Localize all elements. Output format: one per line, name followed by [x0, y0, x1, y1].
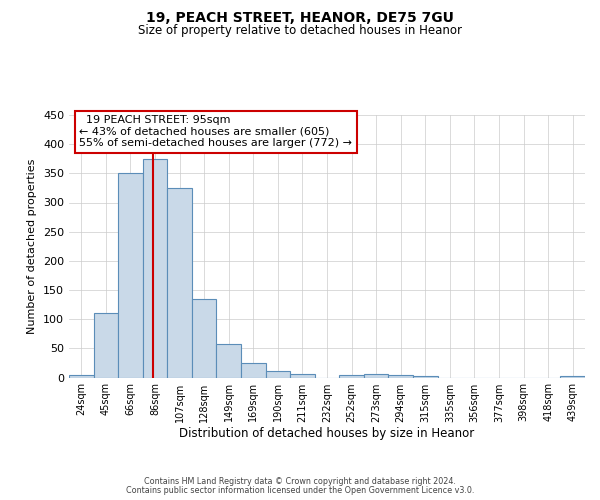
Bar [217, 344, 241, 378]
Text: Size of property relative to detached houses in Heanor: Size of property relative to detached ho… [138, 24, 462, 37]
Bar [388, 375, 413, 378]
Bar [94, 314, 118, 378]
Text: Contains HM Land Registry data © Crown copyright and database right 2024.: Contains HM Land Registry data © Crown c… [144, 477, 456, 486]
Text: 19 PEACH STREET: 95sqm
← 43% of detached houses are smaller (605)
55% of semi-de: 19 PEACH STREET: 95sqm ← 43% of detached… [79, 115, 352, 148]
Bar [192, 298, 217, 378]
Bar [241, 363, 266, 378]
Bar [69, 374, 94, 378]
Y-axis label: Number of detached properties: Number of detached properties [28, 158, 37, 334]
Bar [339, 374, 364, 378]
Bar [118, 174, 143, 378]
Bar [167, 188, 192, 378]
Bar [413, 376, 437, 378]
X-axis label: Distribution of detached houses by size in Heanor: Distribution of detached houses by size … [179, 428, 475, 440]
Text: 19, PEACH STREET, HEANOR, DE75 7GU: 19, PEACH STREET, HEANOR, DE75 7GU [146, 11, 454, 25]
Bar [290, 374, 315, 378]
Bar [560, 376, 585, 378]
Bar [143, 159, 167, 378]
Bar [364, 374, 388, 378]
Bar [266, 371, 290, 378]
Text: Contains public sector information licensed under the Open Government Licence v3: Contains public sector information licen… [126, 486, 474, 495]
